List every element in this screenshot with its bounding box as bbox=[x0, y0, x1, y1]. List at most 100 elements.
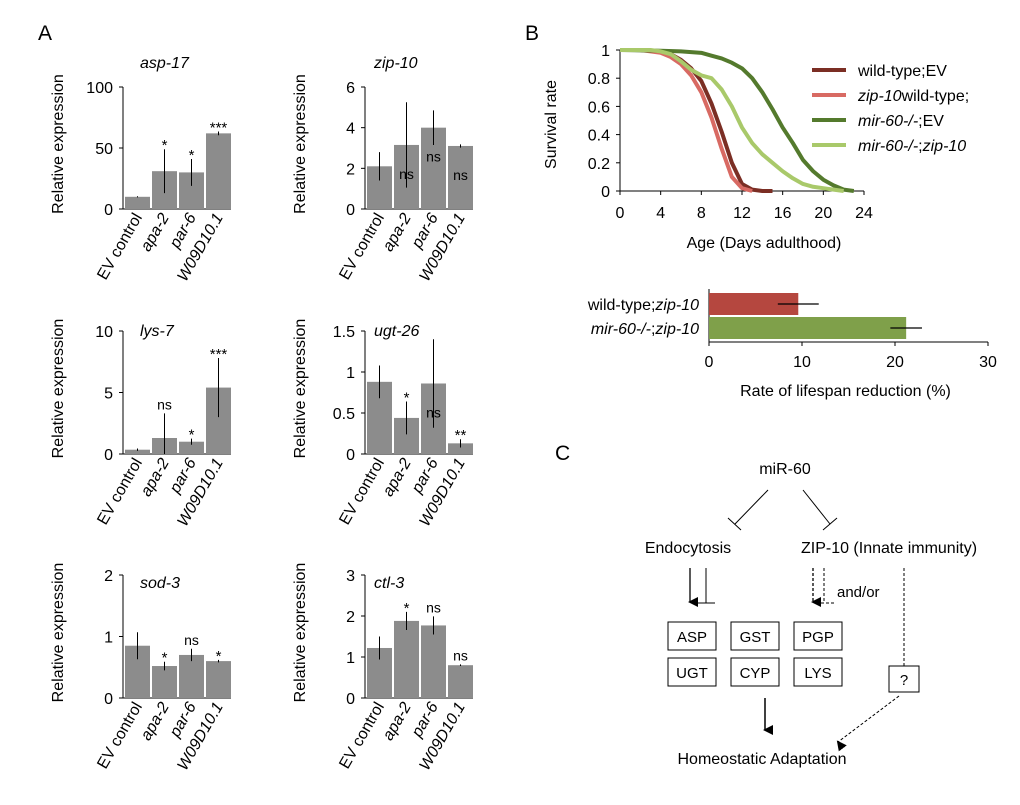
y-axis-label: Relative expression bbox=[292, 563, 309, 703]
y-axis-label: Relative expression bbox=[50, 74, 67, 214]
category-label: apa-2 bbox=[138, 455, 173, 499]
gene-title: ugt-26 bbox=[374, 323, 419, 340]
bar-par-6 bbox=[421, 625, 446, 698]
box-gst-label: GST bbox=[740, 629, 771, 646]
y-tick-label: 1.5 bbox=[333, 324, 355, 341]
zip10-label: ZIP-10 (Innate immunity) bbox=[801, 540, 977, 557]
x-tick-label: 4 bbox=[656, 205, 665, 222]
y-tick-label: 0 bbox=[346, 691, 355, 708]
y-tick-label: 0.2 bbox=[588, 156, 610, 173]
dashed-arrow-unknown-to-outcome bbox=[836, 695, 900, 752]
gene-title: asp-17 bbox=[140, 55, 190, 72]
y-tick-label: 1 bbox=[346, 650, 355, 667]
legend-label-2: mir-60-/-;EV bbox=[858, 113, 944, 130]
category-label: apa-2 bbox=[380, 210, 415, 254]
inhibit-bar-endocytosis bbox=[727, 517, 742, 531]
survival-chart: 0 0.2 0.4 0.6 0.8 1 0 4 8 12 16 20 24 Survival rate Ag… bbox=[543, 43, 969, 252]
significance-label: *** bbox=[210, 120, 228, 137]
inhibit-bar-zip10 bbox=[822, 517, 838, 531]
significance-label: *** bbox=[210, 346, 228, 363]
bar-apa-2 bbox=[394, 620, 419, 698]
y-tick-label: 0.4 bbox=[588, 128, 610, 145]
legend-label-0: wild-type;EV bbox=[857, 63, 947, 80]
panel-letter-b: B bbox=[525, 22, 539, 45]
significance-label: * bbox=[404, 390, 410, 407]
y-tick-label: 2 bbox=[346, 609, 355, 626]
box-cyp-label: CYP bbox=[740, 665, 771, 682]
bar-par-6 bbox=[179, 654, 204, 698]
significance-label: ns bbox=[426, 404, 441, 420]
y-tick-label: 0 bbox=[104, 447, 113, 464]
lifespan-reduction-chart: 0 10 20 30 Rate of lifespan reduction (%) wil… bbox=[587, 289, 997, 400]
y-tick-label: 1 bbox=[346, 365, 355, 382]
outcome-label: Homeostatic Adaptation bbox=[678, 751, 847, 768]
y-tick-label: 0 bbox=[346, 447, 355, 464]
box-unknown-label: ? bbox=[900, 672, 908, 689]
significance-label: ns bbox=[426, 149, 441, 165]
bar-par-6 bbox=[179, 441, 204, 454]
significance-label: ns bbox=[184, 632, 199, 648]
bar-1 bbox=[709, 317, 907, 339]
mir60-label: miR-60 bbox=[759, 461, 811, 478]
gene-title: zip-10 bbox=[373, 55, 418, 72]
x-tick-label: 0 bbox=[616, 205, 625, 222]
y-tick-label: 5 bbox=[104, 386, 113, 403]
x-tick-label: 10 bbox=[793, 354, 811, 371]
pathway-diagram: miR-60 Endocytosis ZIP-10 (Innate immuni… bbox=[645, 461, 977, 768]
x-tick-label: 20 bbox=[886, 354, 904, 371]
box-gst bbox=[730, 621, 780, 651]
y-tick-label: 1 bbox=[104, 630, 113, 647]
category-label: apa-2 bbox=[380, 699, 415, 743]
x-axis-label: Rate of lifespan reduction (%) bbox=[740, 383, 951, 400]
y-axis-label: Relative expression bbox=[50, 563, 67, 703]
x-tick-label: 24 bbox=[855, 205, 873, 222]
series-line-3 bbox=[620, 48, 844, 193]
y-axis-label: Relative expression bbox=[292, 74, 309, 214]
significance-label: * bbox=[162, 650, 168, 667]
significance-label: * bbox=[216, 648, 222, 665]
significance-label: * bbox=[189, 427, 195, 444]
box-unknown bbox=[888, 665, 920, 693]
box-pgp-label: PGP bbox=[802, 629, 834, 646]
inhibit-line-zip10 bbox=[802, 489, 831, 525]
series-line-2 bbox=[619, 48, 855, 193]
x-tick-label: 12 bbox=[733, 205, 751, 222]
y-tick-label: 2 bbox=[104, 568, 113, 585]
box-lys-label: LYS bbox=[804, 665, 831, 682]
category-label: apa-2 bbox=[380, 455, 415, 499]
y-tick-label: 0.5 bbox=[333, 406, 355, 423]
y-tick-label: 50 bbox=[95, 141, 113, 158]
y-axis-label: Relative expression bbox=[292, 319, 309, 459]
x-tick-label: 16 bbox=[774, 205, 792, 222]
x-axis-label: Age (Days adulthood) bbox=[687, 235, 842, 252]
bar-w09d10-1 bbox=[206, 133, 231, 209]
bar-w09d10-1 bbox=[448, 443, 473, 454]
bar-ev-control bbox=[125, 196, 150, 209]
significance-label: ** bbox=[455, 427, 467, 444]
y-tick-label: 3 bbox=[346, 568, 355, 585]
box-lys bbox=[793, 657, 843, 687]
and-or-label: and/or bbox=[837, 584, 880, 601]
gene-title: ctl-3 bbox=[374, 575, 404, 592]
y-tick-label: 100 bbox=[86, 80, 113, 97]
box-cyp bbox=[730, 657, 780, 687]
x-tick-label: 30 bbox=[979, 354, 997, 371]
category-label: apa-2 bbox=[138, 210, 173, 254]
significance-label: ns bbox=[453, 647, 468, 663]
box-ugt bbox=[667, 657, 717, 687]
legend-label-3: mir-60-/-;zip-10 bbox=[858, 138, 966, 155]
y-tick-label: 0.6 bbox=[588, 99, 610, 116]
y-axis-label: Relative expression bbox=[50, 319, 67, 459]
x-tick-label: 0 bbox=[705, 354, 714, 371]
x-tick-label: 8 bbox=[697, 205, 706, 222]
category-label: apa-2 bbox=[138, 699, 173, 743]
box-asp-label: ASP bbox=[677, 629, 707, 646]
significance-label: ns bbox=[157, 396, 172, 412]
category-label-0: wild-type;zip-10 bbox=[587, 297, 699, 314]
